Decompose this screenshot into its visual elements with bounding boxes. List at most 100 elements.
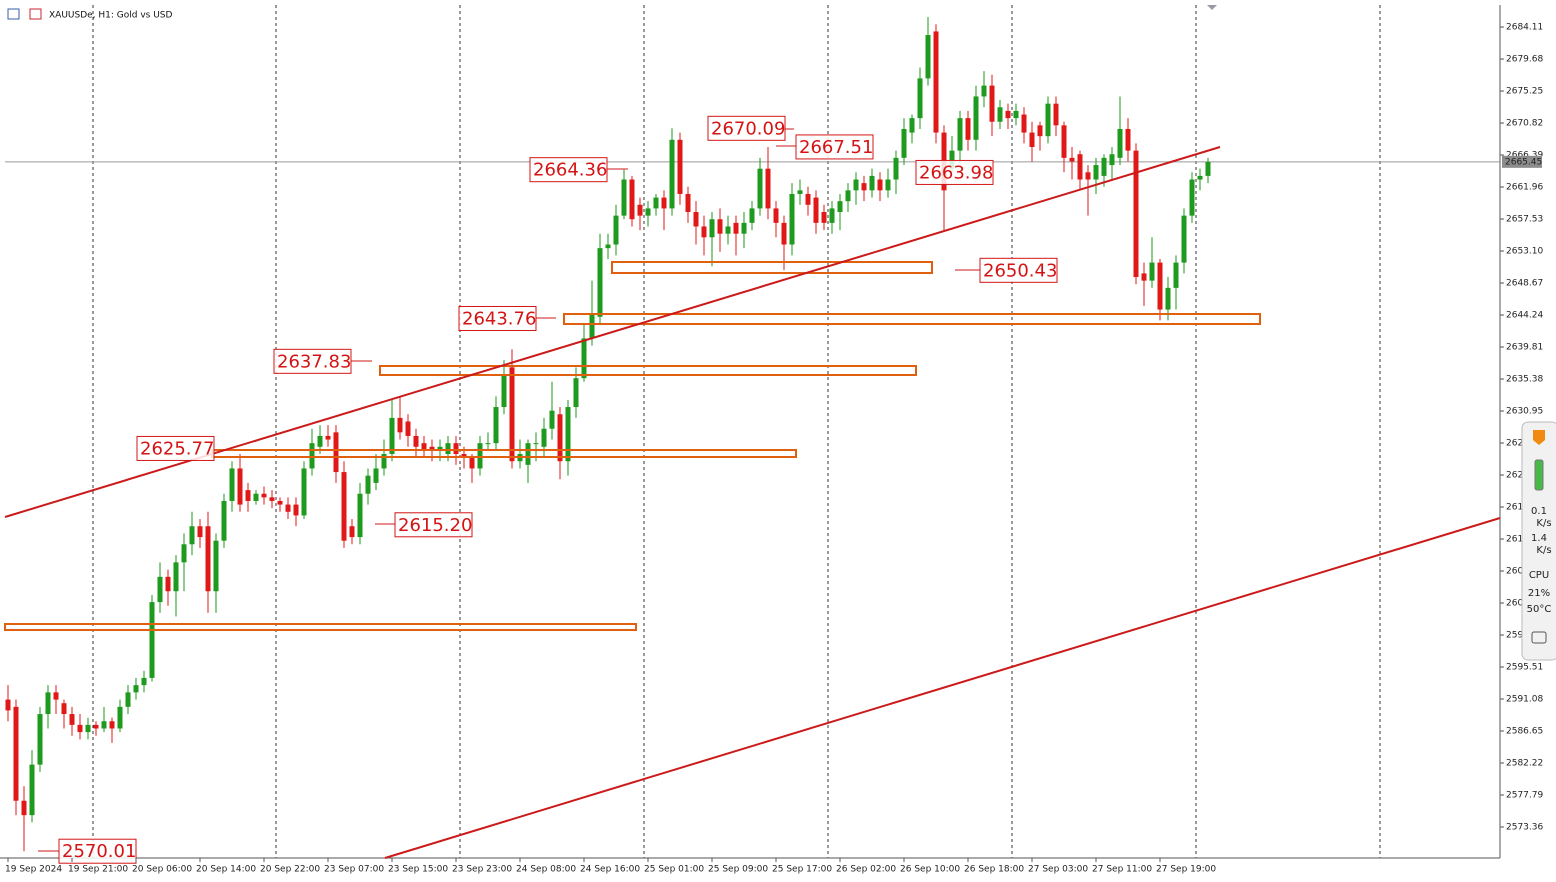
candle-body bbox=[1069, 157, 1075, 162]
candle-body bbox=[141, 677, 147, 686]
candle-body bbox=[973, 96, 979, 140]
candle-body bbox=[917, 78, 923, 119]
cpu-label: CPU bbox=[1529, 570, 1549, 581]
y-tick-label: 2679.68 bbox=[1506, 55, 1543, 65]
annotation-box bbox=[136, 435, 215, 461]
candle-body bbox=[373, 468, 379, 483]
y-tick-label: 2630.95 bbox=[1506, 407, 1543, 417]
x-tick-label: 19 Sep 2024 bbox=[5, 865, 62, 875]
candle-body bbox=[181, 544, 187, 563]
candle-body bbox=[805, 193, 811, 205]
x-tick-label: 26 Sep 10:00 bbox=[900, 865, 960, 875]
candle-body bbox=[1189, 179, 1195, 216]
system-monitor: 0.1 K/s 1.4 K/s CPU 21% 50°C bbox=[1521, 421, 1556, 661]
shield-icon bbox=[1533, 430, 1545, 445]
candle-body bbox=[949, 150, 955, 169]
x-tick-label: 26 Sep 02:00 bbox=[836, 865, 896, 875]
zone bbox=[4, 623, 637, 631]
candle-body bbox=[837, 201, 843, 213]
candle-body bbox=[413, 435, 419, 447]
candle-body bbox=[469, 457, 475, 469]
x-tick-label: 25 Sep 09:00 bbox=[708, 865, 768, 875]
candle-body bbox=[597, 248, 603, 317]
candle-body bbox=[861, 183, 867, 191]
cpu: 21% bbox=[1528, 588, 1550, 599]
candle-body bbox=[637, 204, 643, 216]
candle-body bbox=[1125, 128, 1131, 151]
candle-body bbox=[925, 35, 931, 79]
candle-body bbox=[325, 435, 331, 440]
candle-body bbox=[437, 446, 443, 451]
candle-body bbox=[197, 526, 203, 538]
candle-body bbox=[165, 576, 171, 592]
candle-body bbox=[1053, 103, 1059, 126]
annotation-label: 2570.01 bbox=[62, 841, 136, 862]
candle-body bbox=[53, 692, 59, 700]
x-tick-label: 25 Sep 01:00 bbox=[644, 865, 704, 875]
y-tick-label: 2635.38 bbox=[1506, 375, 1543, 385]
x-tick-label: 20 Sep 06:00 bbox=[132, 865, 192, 875]
candle-body bbox=[389, 417, 395, 455]
candle-body bbox=[741, 222, 747, 234]
candle-body bbox=[445, 443, 451, 455]
candle-body bbox=[117, 706, 123, 729]
candle-body bbox=[125, 692, 131, 707]
x-tick-label: 27 Sep 03:00 bbox=[1028, 865, 1088, 875]
connectors bbox=[38, 128, 980, 852]
candle-body bbox=[37, 714, 43, 765]
candle-body bbox=[541, 428, 547, 447]
candle-body bbox=[229, 468, 235, 501]
battery-icon bbox=[1534, 459, 1544, 491]
annotations: 2670.09 2667.51 2664.36 2663.98 2650.43 2643.… bbox=[58, 115, 1058, 864]
candle-body bbox=[1173, 262, 1179, 288]
candle-body bbox=[981, 85, 987, 97]
candle-body bbox=[5, 699, 11, 711]
candle-body bbox=[685, 193, 691, 213]
x-tick-label: 27 Sep 19:00 bbox=[1156, 865, 1216, 875]
candle-body bbox=[573, 378, 579, 408]
candle-body bbox=[565, 407, 571, 462]
candle-body bbox=[309, 443, 315, 469]
candle-body bbox=[589, 313, 595, 339]
candle-body bbox=[461, 454, 467, 458]
candle-body bbox=[1045, 103, 1051, 137]
candle-body bbox=[349, 526, 355, 538]
candle-body bbox=[1029, 132, 1035, 148]
candle-body bbox=[1109, 154, 1115, 166]
candle-body bbox=[421, 443, 427, 451]
y-tick-label: 2657.53 bbox=[1506, 215, 1543, 225]
candle-body bbox=[909, 118, 915, 133]
x-tick-label: 23 Sep 15:00 bbox=[388, 865, 448, 875]
candle-body bbox=[365, 475, 371, 494]
candle-body bbox=[1197, 175, 1203, 180]
candle-body bbox=[669, 139, 675, 209]
candle-body bbox=[581, 338, 587, 379]
annotation-label: 2615.20 bbox=[398, 515, 472, 536]
candle-body bbox=[277, 500, 283, 505]
x-tick-label: 27 Sep 11:00 bbox=[1092, 865, 1152, 875]
annotation-box bbox=[273, 348, 352, 374]
candle-body bbox=[509, 367, 515, 462]
y-tick-label: 2666.39 bbox=[1506, 151, 1543, 161]
candle-body bbox=[173, 562, 179, 592]
candle-body bbox=[245, 490, 251, 501]
candle-body bbox=[221, 500, 227, 541]
candle-body bbox=[149, 602, 155, 678]
annotation-label: 2670.09 bbox=[711, 118, 785, 139]
candle-body bbox=[781, 222, 787, 245]
candle-body bbox=[477, 443, 483, 469]
candle-body bbox=[893, 157, 899, 180]
candle-body bbox=[677, 139, 683, 194]
last-price-box bbox=[1502, 155, 1542, 168]
candle-body bbox=[285, 504, 291, 512]
camera-icon[interactable] bbox=[1531, 631, 1547, 644]
chart-title: XAUUSDe, H1: Gold vs USD bbox=[49, 11, 173, 21]
y-tick-label: 2639.81 bbox=[1506, 343, 1543, 353]
x-tick-label: 19 Sep 21:00 bbox=[68, 865, 128, 875]
candle-body bbox=[1077, 154, 1083, 180]
x-tick-label: 25 Sep 17:00 bbox=[772, 865, 832, 875]
annotation-label: 2637.83 bbox=[277, 351, 351, 372]
candle-body bbox=[965, 118, 971, 140]
